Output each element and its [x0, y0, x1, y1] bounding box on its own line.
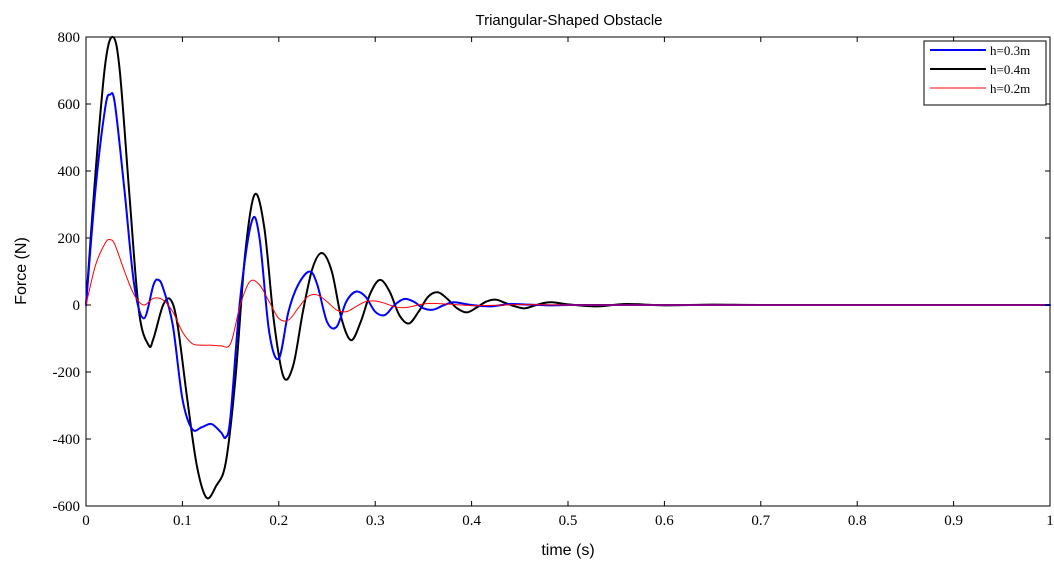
x-tick-label: 0.3: [366, 513, 385, 529]
legend: h=0.3m h=0.4m h=0.2m: [923, 40, 1047, 106]
plot-area: [85, 36, 1051, 507]
x-tick-label: 1: [1046, 513, 1054, 529]
x-tick-label: 0: [82, 513, 90, 529]
y-tick-label: -200: [53, 365, 81, 381]
chart-title: Triangular-Shaped Obstacle: [475, 12, 662, 29]
series-line-h-0-2m: [85, 238, 1051, 348]
x-tick-label: 0.5: [559, 513, 578, 529]
x-tick-label: 0.7: [751, 513, 770, 529]
x-tick-label: 0.2: [269, 513, 288, 529]
legend-box: [923, 40, 1047, 106]
x-axis: 0 0.1 0.2 0.3 0.4 0.5 0.6 0.7 0.8 0.9 1: [82, 37, 1054, 529]
series-line-h-0-4m: [85, 35, 1051, 500]
y-tick-label: 0: [73, 298, 81, 314]
series-layer: [85, 35, 1051, 500]
x-tick-label: 0.4: [462, 513, 481, 529]
legend-label: h=0.2m: [990, 81, 1030, 96]
x-tick-label: 0.8: [848, 513, 867, 529]
x-tick-label: 0.9: [944, 513, 963, 529]
y-tick-label: -600: [53, 499, 81, 515]
legend-label: h=0.3m: [990, 43, 1030, 58]
y-tick-label: 600: [58, 97, 81, 113]
legend-label: h=0.4m: [990, 62, 1030, 77]
y-axis: -600 -400 -200 0 200 400 600 800: [53, 30, 1050, 515]
series-line-h-0-3m: [85, 92, 1051, 440]
y-tick-label: 800: [58, 30, 81, 46]
y-axis-label: Force (N): [13, 237, 30, 305]
y-tick-label: 200: [58, 231, 81, 247]
x-axis-label: time (s): [541, 542, 594, 559]
x-tick-label: 0.6: [655, 513, 674, 529]
x-tick-label: 0.1: [173, 513, 192, 529]
y-tick-label: 400: [58, 164, 81, 180]
y-tick-label: -400: [53, 432, 81, 448]
